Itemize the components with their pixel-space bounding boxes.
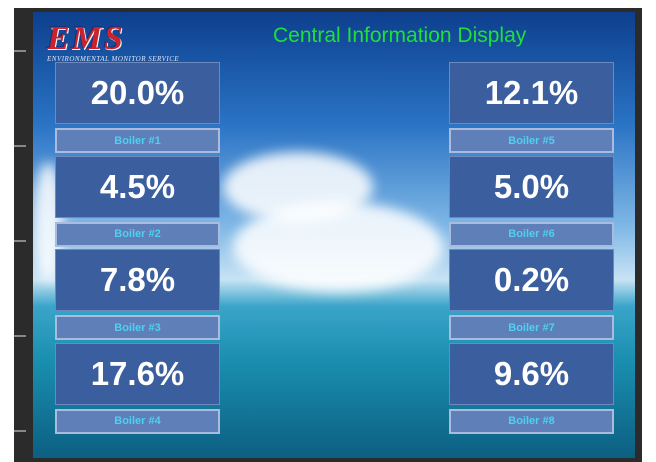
title: Central Information Display xyxy=(273,24,526,48)
boiler-label: Boiler #4 xyxy=(55,409,220,434)
boiler-value: 0.2% xyxy=(449,249,614,311)
logo: EMS xyxy=(47,20,125,58)
boiler-value: 20.0% xyxy=(55,62,220,124)
boiler-label: Boiler #6 xyxy=(449,222,614,247)
boiler-label: Boiler #5 xyxy=(449,128,614,153)
boiler-value: 7.8% xyxy=(55,249,220,311)
bezel-notch xyxy=(14,335,26,337)
boiler-value: 4.5% xyxy=(55,156,220,218)
boiler-value: 9.6% xyxy=(449,343,614,405)
bezel-notch xyxy=(14,50,26,52)
boiler-label: Boiler #8 xyxy=(449,409,614,434)
boiler-value: 17.6% xyxy=(55,343,220,405)
bezel-notch xyxy=(14,145,26,147)
bezel-notch xyxy=(14,240,26,242)
window: EMS ENVIRONMENTAL MONITOR SERVICE Centra… xyxy=(0,0,656,462)
boiler-label: Boiler #1 xyxy=(55,128,220,153)
boiler-label: Boiler #7 xyxy=(449,315,614,340)
boiler-value: 5.0% xyxy=(449,156,614,218)
bezel-notch xyxy=(14,430,26,432)
display-screen: EMS ENVIRONMENTAL MONITOR SERVICE Centra… xyxy=(33,12,635,458)
boiler-value: 12.1% xyxy=(449,62,614,124)
boiler-label: Boiler #2 xyxy=(55,222,220,247)
boiler-label: Boiler #3 xyxy=(55,315,220,340)
cloud xyxy=(233,202,443,292)
